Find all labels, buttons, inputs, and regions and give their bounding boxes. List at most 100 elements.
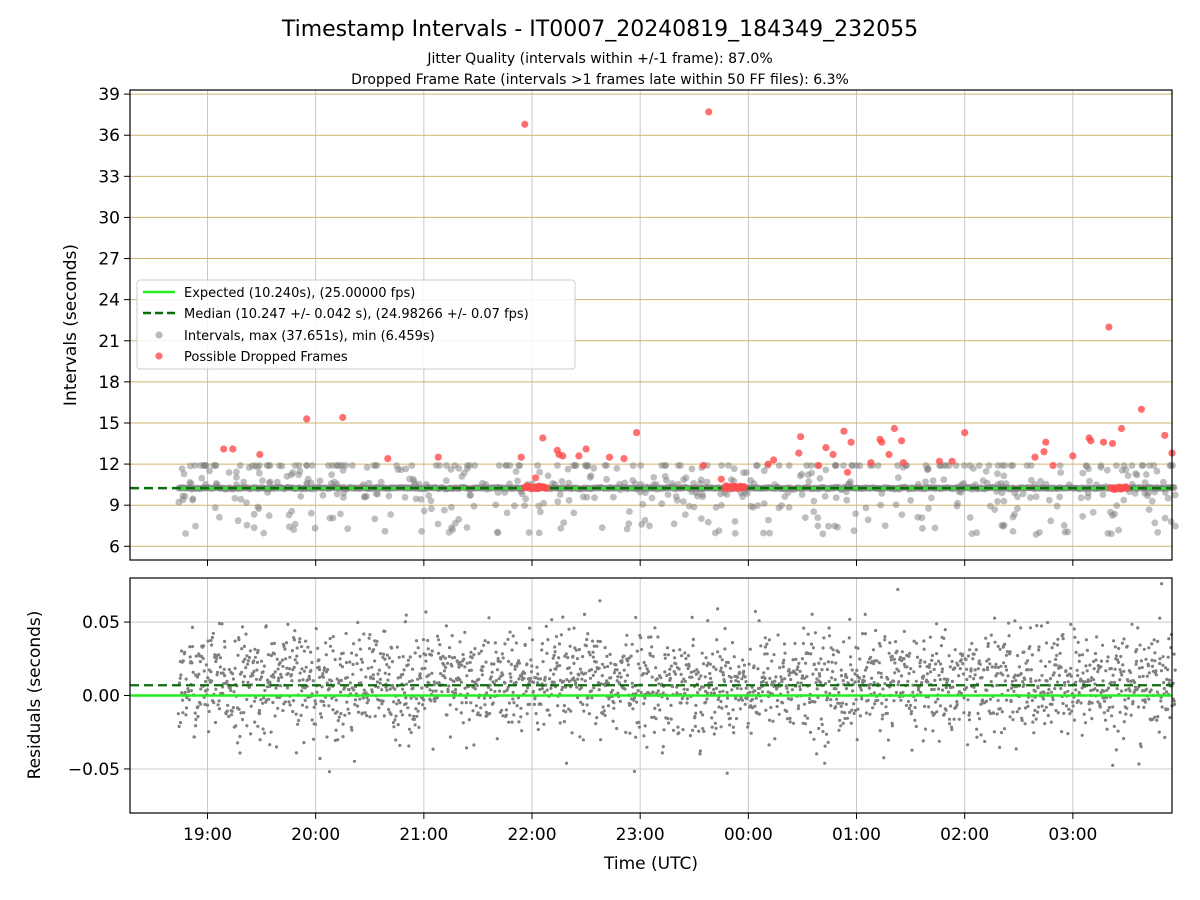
- interval-point: [514, 477, 521, 485]
- residual-point: [710, 716, 714, 720]
- residual-point: [205, 703, 210, 707]
- dropped-frame-point: [229, 445, 237, 453]
- residual-point: [979, 733, 983, 737]
- residual-point: [243, 674, 247, 679]
- interval-point: [225, 469, 233, 476]
- residual-point: [1074, 688, 1078, 692]
- residual-point: [511, 697, 515, 701]
- residual-point: [1128, 689, 1132, 693]
- residual-point: [544, 624, 548, 629]
- residual-point: [906, 679, 910, 684]
- residual-point: [1090, 717, 1094, 721]
- residual-point: [600, 674, 604, 678]
- residual-point: [685, 697, 690, 701]
- residual-point: [757, 619, 761, 623]
- residual-point: [944, 686, 948, 690]
- residual-point: [1007, 621, 1011, 625]
- interval-point: [954, 499, 961, 507]
- residual-point: [479, 706, 483, 710]
- interval-point: [565, 496, 573, 504]
- interval-point: [233, 468, 240, 476]
- interval-point: [743, 469, 750, 476]
- residual-point: [570, 731, 574, 735]
- dropped-frame-point: [1049, 461, 1057, 470]
- residual-point: [298, 671, 302, 675]
- interval-point: [503, 509, 511, 517]
- residual-point: [844, 702, 848, 706]
- residual-point: [191, 670, 195, 675]
- residual-point: [691, 637, 696, 642]
- residual-point: [520, 729, 524, 733]
- interval-point: [966, 514, 974, 521]
- residual-point: [1035, 624, 1039, 628]
- interval-point: [621, 479, 629, 487]
- residual-point: [813, 631, 818, 635]
- residual-point: [510, 720, 514, 724]
- residual-point: [389, 712, 393, 717]
- residual-point: [378, 677, 382, 681]
- residual-point: [539, 702, 543, 707]
- residual-point: [992, 730, 997, 734]
- residual-point: [615, 679, 619, 683]
- residual-point: [215, 673, 219, 677]
- residual-point: [244, 666, 248, 670]
- residual-point: [770, 680, 774, 684]
- residual-point: [833, 678, 837, 682]
- residual-point: [906, 699, 911, 704]
- residual-point: [548, 668, 553, 672]
- residual-point: [725, 771, 729, 775]
- residual-point: [687, 664, 691, 668]
- residual-point: [1066, 732, 1070, 736]
- residual-point: [667, 672, 672, 676]
- residual-point: [504, 708, 508, 712]
- residual-point: [241, 660, 245, 664]
- residual-point: [402, 691, 407, 695]
- residual-point: [1006, 688, 1010, 693]
- residual-point: [688, 675, 692, 679]
- residual-point: [857, 679, 861, 684]
- interval-point: [626, 508, 633, 515]
- residual-point: [346, 707, 350, 711]
- residual-point: [626, 659, 630, 663]
- residual-point: [388, 687, 392, 691]
- interval-point: [704, 518, 712, 526]
- residual-point: [352, 642, 356, 646]
- residual-point: [723, 626, 727, 631]
- residual-point: [729, 675, 733, 680]
- residual-point: [1104, 696, 1108, 700]
- residual-point: [810, 612, 814, 616]
- residual-point: [416, 709, 420, 713]
- residual-point: [511, 690, 515, 695]
- residual-point: [236, 653, 240, 657]
- residual-point: [884, 705, 888, 709]
- residual-point: [817, 672, 822, 676]
- residual-point: [933, 712, 937, 716]
- residual-point: [338, 663, 342, 667]
- interval-point: [1141, 479, 1149, 487]
- residual-point: [452, 679, 456, 684]
- residual-point: [1112, 639, 1116, 643]
- intervals-plot-frame: [129, 89, 1173, 561]
- residual-point: [477, 652, 481, 656]
- interval-point: [778, 502, 785, 509]
- residual-point: [419, 676, 423, 680]
- residual-point: [908, 703, 913, 707]
- interval-point: [466, 491, 474, 499]
- residual-point: [1124, 688, 1128, 692]
- residual-point: [375, 680, 380, 684]
- residual-point: [436, 638, 441, 642]
- residual-point: [309, 668, 313, 673]
- residual-point: [896, 683, 900, 687]
- residual-point: [1011, 710, 1015, 714]
- residual-point: [753, 689, 757, 693]
- interval-point: [922, 478, 929, 486]
- residual-point: [889, 658, 894, 662]
- residual-point: [246, 659, 250, 663]
- residual-point: [373, 659, 377, 663]
- residual-point: [238, 734, 242, 739]
- residual-point: [634, 615, 638, 620]
- residual-point: [843, 711, 847, 715]
- residual-point: [576, 696, 580, 700]
- residual-point: [790, 697, 794, 701]
- residual-point: [791, 658, 795, 662]
